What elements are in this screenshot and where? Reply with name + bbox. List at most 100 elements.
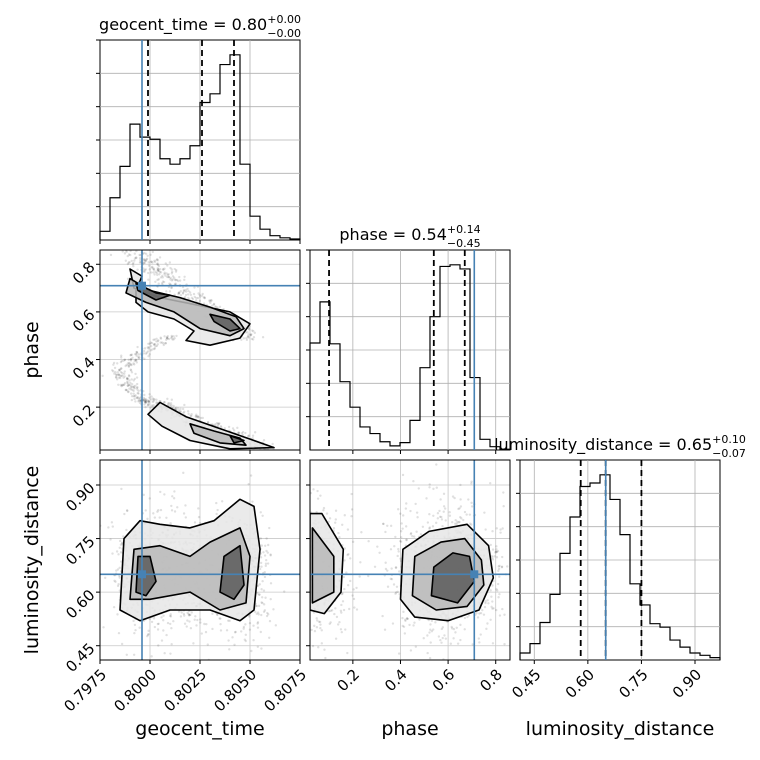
sample-point: [177, 610, 181, 613]
sample-point: [128, 374, 131, 378]
sample-point: [408, 623, 411, 627]
sample-point: [432, 514, 435, 518]
sample-point: [130, 378, 133, 381]
sample-point: [246, 335, 250, 338]
sample-point: [130, 385, 133, 388]
sample-point: [114, 580, 117, 583]
sample-point: [342, 575, 346, 579]
sample-point: [149, 345, 153, 348]
sample-point: [268, 619, 272, 623]
sample-point: [173, 337, 176, 340]
sample-point: [118, 566, 121, 570]
sample-point: [399, 539, 402, 543]
sample-point: [146, 517, 149, 521]
sample-point: [441, 636, 444, 640]
sample-point: [150, 266, 153, 269]
sample-point: [156, 262, 159, 266]
sample-point: [126, 380, 129, 383]
sample-point: [132, 386, 136, 389]
sample-point: [328, 517, 332, 520]
sample-point: [153, 625, 157, 629]
sample-point: [180, 611, 183, 614]
sample-point: [197, 515, 201, 519]
sample-point: [121, 383, 124, 387]
sample-point: [249, 333, 252, 337]
sample-point: [125, 377, 129, 380]
sample-point: [442, 510, 445, 513]
sample-point: [166, 264, 169, 267]
sample-point: [203, 622, 206, 626]
sample-point: [202, 302, 206, 305]
sample-point: [165, 272, 168, 275]
sample-point: [107, 526, 110, 529]
sample-point: [402, 625, 406, 628]
sample-point: [271, 442, 274, 446]
sample-point: [122, 383, 125, 387]
sample-point: [156, 340, 160, 343]
sample-point: [109, 538, 112, 541]
sample-point: [498, 575, 501, 578]
sample-point: [121, 384, 124, 387]
sample-point: [144, 398, 148, 401]
sample-point: [119, 367, 123, 370]
sample-point: [121, 250, 124, 253]
sample-point: [393, 544, 396, 548]
sample-point: [144, 509, 147, 512]
sample-point: [134, 359, 138, 362]
sample-point: [124, 259, 128, 262]
sample-point: [492, 607, 495, 610]
sample-point: [458, 507, 461, 510]
sample-point: [209, 301, 212, 305]
sample-point: [195, 624, 198, 627]
sample-point: [316, 489, 319, 493]
sample-point: [269, 554, 272, 557]
sample-point: [167, 275, 170, 279]
sample-point: [305, 622, 307, 624]
sample-point: [416, 516, 419, 519]
sample-point: [120, 367, 123, 370]
sample-point: [122, 383, 126, 386]
sample-point: [169, 613, 172, 616]
sample-point: [414, 502, 417, 506]
sample-point: [418, 618, 421, 621]
sample-point: [164, 274, 167, 277]
sample-point: [164, 342, 167, 345]
sample-point: [266, 562, 270, 565]
sample-point: [119, 375, 122, 378]
sample-point: [319, 623, 322, 626]
sample-point: [212, 302, 216, 306]
sample-point: [414, 645, 418, 648]
y-tick-label-phase: 0.8: [69, 258, 99, 288]
sample-point: [334, 518, 338, 521]
panel-content: [100, 250, 300, 450]
sample-point: [350, 492, 353, 496]
sample-point: [487, 602, 490, 605]
sample-point: [338, 536, 341, 539]
sample-point: [192, 642, 195, 645]
sample-point: [219, 622, 222, 626]
sample-point: [138, 257, 142, 260]
sample-point: [129, 369, 133, 372]
sample-point: [162, 619, 165, 622]
sample-point: [470, 482, 473, 485]
sample-point: [318, 620, 322, 624]
sample-point: [462, 518, 465, 522]
sample-point: [194, 415, 197, 418]
sample-point: [137, 355, 140, 359]
sample-point: [448, 511, 451, 514]
sample-point: [111, 369, 114, 372]
sample-point: [327, 609, 331, 613]
sample-point: [256, 621, 260, 624]
sample-point: [126, 377, 129, 381]
sample-point: [251, 434, 255, 437]
sample-point: [383, 628, 387, 631]
sample-point: [253, 431, 257, 434]
sample-point: [133, 397, 136, 401]
sample-point: [384, 530, 387, 534]
sample-point: [149, 271, 153, 274]
sample-point: [179, 410, 183, 413]
sample-point: [133, 623, 137, 627]
sample-point: [502, 491, 505, 494]
sample-point: [336, 623, 340, 626]
sample-point: [456, 642, 460, 645]
